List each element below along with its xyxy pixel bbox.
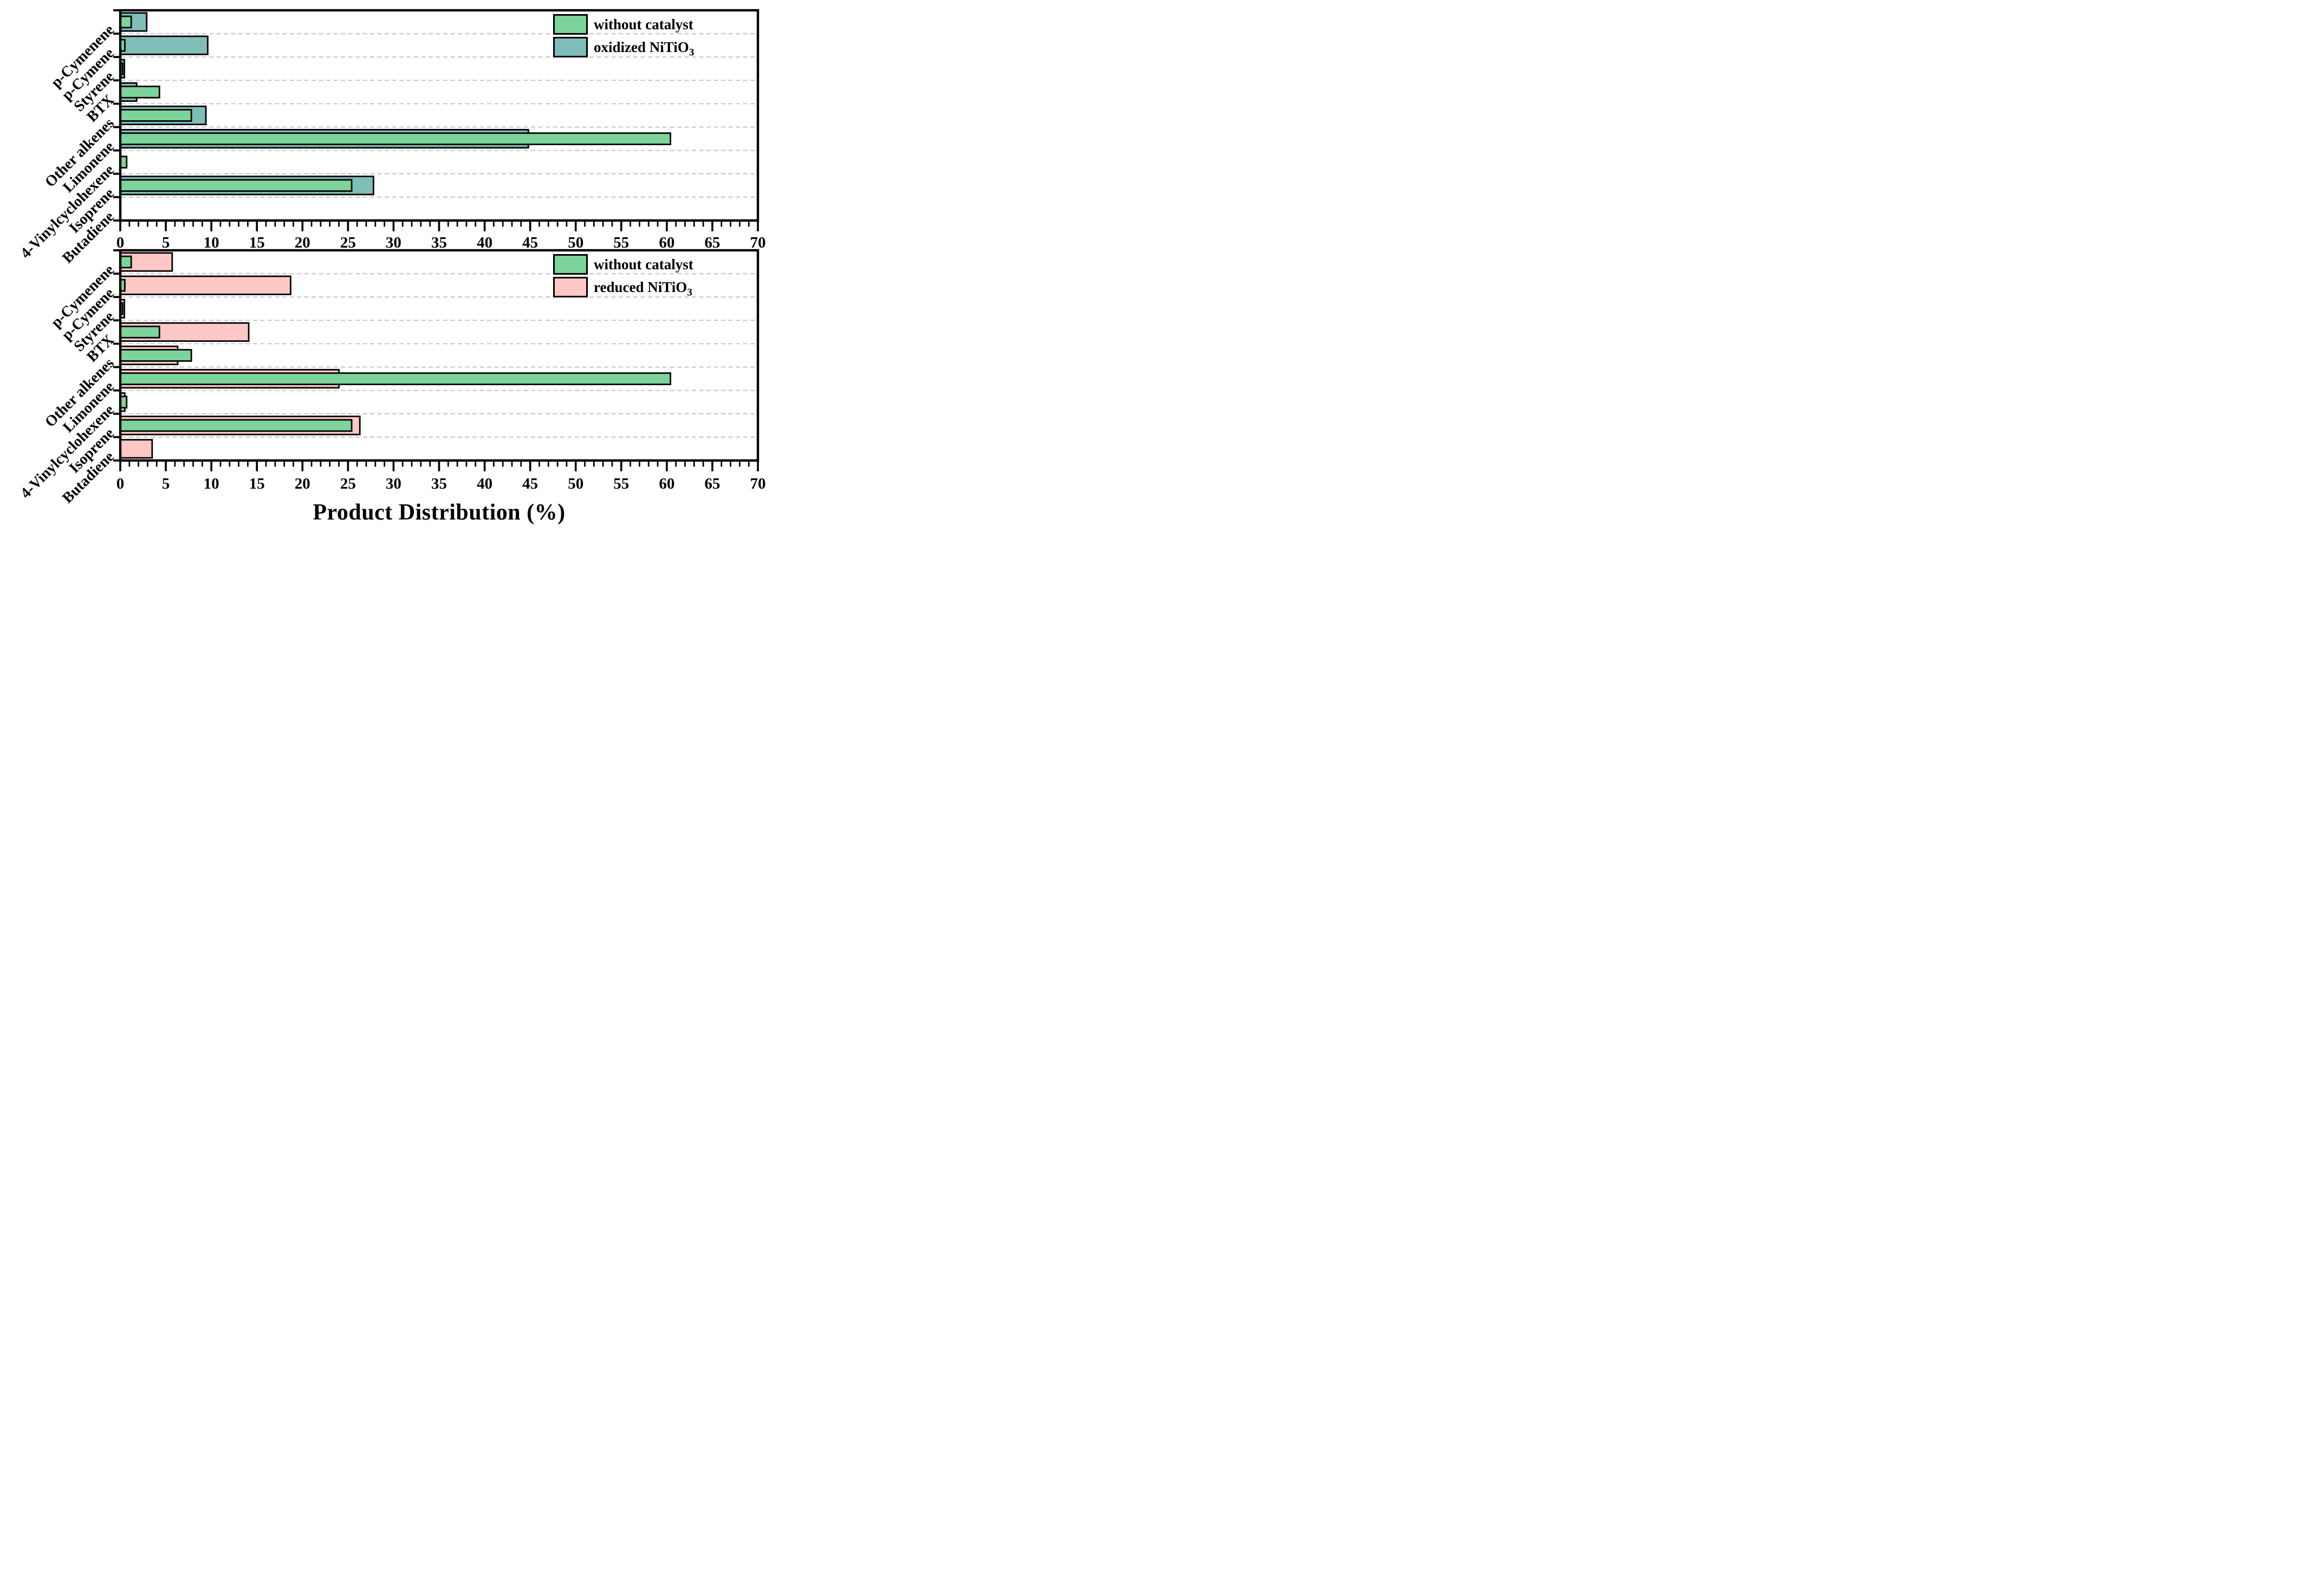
x-tick-label: 65 [704, 475, 720, 492]
x-tick-label: 30 [386, 234, 401, 251]
legend-entry-reduced-nitio3: reduced NiTiO3 [553, 277, 693, 297]
x-tick-label: 0 [116, 475, 125, 492]
bar-without-catalyst-p-cymenene [119, 15, 132, 29]
legend-entry-without-catalyst: without catalyst [553, 14, 695, 35]
legend-bottom-panel: without catalyst reduced NiTiO3 [553, 254, 693, 297]
legend-label-without-catalyst: without catalyst [594, 16, 693, 33]
legend-label-reduced-nitio3: reduced NiTiO3 [594, 278, 692, 298]
x-tick-label: 40 [477, 475, 492, 492]
legend-top-panel: without catalyst oxidized NiTiO3 [553, 14, 695, 57]
x-tick-label: 5 [162, 234, 170, 251]
x-tick-label: 60 [659, 475, 674, 492]
bar-without-catalyst-other-alkenes [119, 109, 192, 122]
legend-swatch-oxidized-nitio3 [553, 37, 588, 57]
figure-product-distribution: 0 5 10 15 20 25 30 35 40 45 50 55 60 65 70 p-Cymenene p-… [0, 0, 775, 532]
legend-label-without-catalyst: without catalyst [594, 256, 693, 273]
bar-oxidized-nitio3-p-cymene [119, 35, 209, 55]
x-tick-label: 70 [750, 475, 766, 492]
bar-without-catalyst-other-alkenes [119, 349, 192, 362]
axes-box [119, 9, 760, 222]
bar-without-catalyst-limonene [119, 372, 671, 385]
x-tick-label: 30 [386, 475, 401, 492]
axes-box [119, 249, 760, 462]
bar-without-catalyst-limonene [119, 132, 671, 145]
bar-without-catalyst-btx [119, 86, 160, 99]
x-tick-label: 20 [295, 234, 310, 251]
x-axis-title: Product Distribution (%) [313, 500, 566, 525]
x-tick-label: 5 [162, 475, 170, 492]
legend-swatch-reduced-nitio3 [553, 277, 588, 297]
bar-without-catalyst-isoprene [119, 419, 353, 432]
legend-swatch-without-catalyst [553, 14, 588, 35]
x-tick-label: 70 [750, 234, 766, 251]
x-tick-label: 25 [340, 475, 356, 492]
x-tick-label: 40 [477, 234, 492, 251]
legend-swatch-without-catalyst [553, 254, 588, 275]
x-tick-label: 20 [295, 475, 310, 492]
x-tick-label: 60 [659, 234, 674, 251]
x-tick-label: 50 [568, 234, 583, 251]
x-tick-label: 45 [522, 234, 538, 251]
x-tick-label: 35 [431, 234, 447, 251]
legend-entry-without-catalyst: without catalyst [553, 254, 693, 275]
bar-reduced-nitio3-p-cymene [119, 275, 291, 295]
x-tick-label: 65 [704, 234, 720, 251]
bar-without-catalyst-p-cymenene [119, 255, 132, 269]
bar-without-catalyst-isoprene [119, 179, 353, 192]
x-tick-label: 45 [522, 475, 538, 492]
x-tick-label: 15 [249, 234, 265, 251]
x-tick-label: 10 [204, 234, 219, 251]
x-tick-label: 50 [568, 475, 583, 492]
x-tick-label: 55 [613, 234, 629, 251]
legend-label-oxidized-nitio3: oxidized NiTiO3 [594, 38, 695, 58]
x-tick-label: 55 [613, 475, 629, 492]
x-tick-label: 10 [204, 475, 219, 492]
bar-reduced-nitio3-butadiene [119, 439, 153, 459]
x-tick-label: 15 [249, 475, 265, 492]
bar-without-catalyst-btx [119, 326, 160, 339]
legend-entry-oxidized-nitio3: oxidized NiTiO3 [553, 37, 695, 57]
x-tick-label: 25 [340, 234, 356, 251]
x-tick-label: 35 [431, 475, 447, 492]
x-tick-label: 0 [116, 234, 125, 251]
bar-chart-canvas: 0 5 10 15 20 25 30 35 40 45 50 55 60 65 70p-Cymenenep-… [17, 9, 766, 507]
